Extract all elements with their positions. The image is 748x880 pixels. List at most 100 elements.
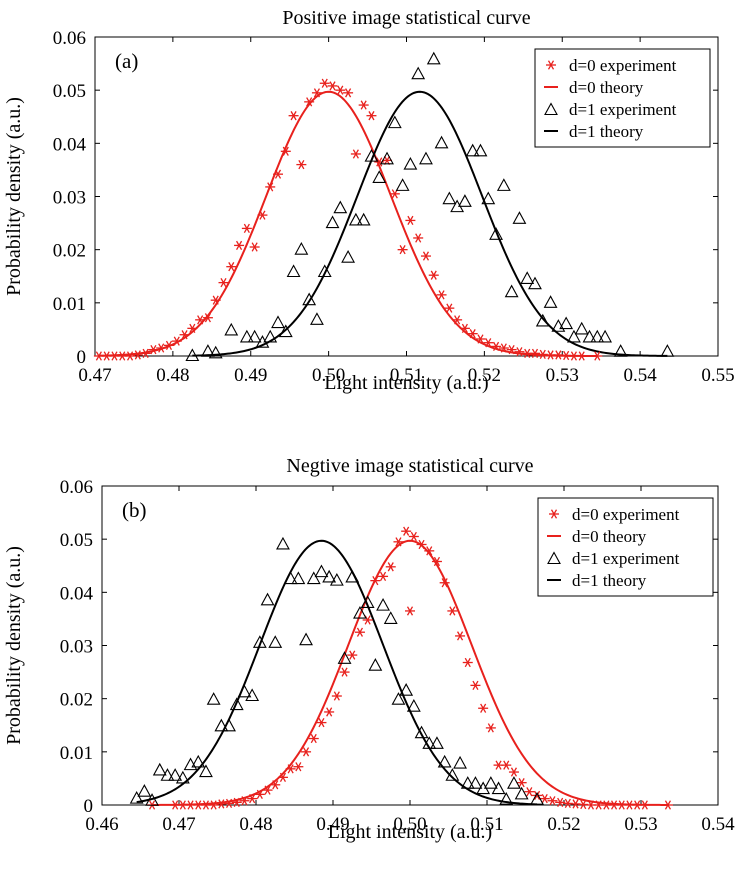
data-point [559, 316, 574, 330]
data-point [499, 792, 514, 805]
data-point [387, 115, 402, 129]
data-point [168, 768, 183, 781]
data-point [399, 683, 414, 696]
data-point [208, 800, 219, 810]
legend-box [537, 497, 714, 597]
data-point [308, 733, 319, 744]
data-point [395, 178, 410, 191]
data-point [353, 605, 367, 619]
data-point [187, 323, 198, 333]
x-tick-label: 0.51 [390, 365, 423, 386]
y-tick-label: 0.01 [53, 294, 86, 315]
data-point [543, 295, 558, 308]
x-tick-label: 0.53 [546, 365, 579, 386]
legend: d=0 experiment d=0 theory d=1 experiment d=… [537, 497, 714, 597]
y-tick-label: 0.03 [60, 637, 93, 658]
data-point [370, 576, 381, 586]
data-point [385, 562, 396, 572]
data-point [276, 536, 290, 550]
data-point [397, 245, 408, 255]
data-point [296, 159, 307, 170]
data-point [265, 182, 276, 192]
data-point [356, 212, 371, 226]
x-tick-label: 0.50 [312, 365, 345, 386]
x-tick-label: 0.47 [162, 814, 195, 835]
data-point [453, 755, 467, 769]
data-point [567, 329, 581, 343]
legend-entry: d=1 theory [572, 571, 647, 590]
data-point [442, 191, 457, 205]
legend-marker [547, 551, 561, 565]
y-tick-label: 0.05 [60, 530, 93, 551]
x-tick-label: 0.55 [701, 365, 734, 386]
data-point [210, 295, 221, 305]
data-point [288, 111, 299, 121]
data-point [237, 684, 252, 698]
y-axis-label: Probability density (a.u.) [3, 97, 25, 296]
chart-panel-a: Positive image statistical curve 0.47 0.48… [3, 7, 735, 394]
data-point [383, 611, 398, 624]
data-point [437, 754, 452, 768]
x-tick-label: 0.48 [156, 365, 189, 386]
data-point [366, 111, 377, 121]
series-d-0-experiment [93, 78, 603, 361]
data-point [331, 691, 342, 701]
data-point [439, 578, 450, 588]
series-d-1-experiment [185, 51, 675, 362]
y-tick-label: 0.06 [60, 477, 93, 498]
data-point [414, 725, 429, 739]
data-point [489, 227, 503, 240]
data-point [206, 692, 221, 705]
data-point [316, 717, 327, 728]
legend-entry: d=1 experiment [572, 549, 680, 568]
data-point [339, 667, 350, 677]
data-point [329, 572, 344, 586]
data-point [639, 800, 650, 810]
data-point [224, 322, 239, 336]
data-point [473, 143, 488, 157]
data-point [506, 344, 517, 355]
data-point [483, 776, 498, 789]
data-point [358, 100, 369, 110]
data-point [478, 703, 489, 713]
data-point [660, 344, 675, 357]
data-point [195, 315, 206, 325]
data-point [247, 329, 262, 343]
data-point [285, 764, 296, 774]
data-point [507, 776, 521, 789]
data-point [137, 784, 152, 797]
y-tick-label: 0.04 [53, 134, 87, 155]
data-point [222, 718, 236, 732]
data-point [406, 698, 421, 712]
data-point [268, 635, 283, 648]
x-axis-label: Light intensity (a.u.) [324, 372, 488, 394]
chart-title: Positive image statistical curve [282, 7, 530, 29]
x-tick-label: 0.50 [393, 814, 426, 835]
data-point [372, 170, 387, 183]
y-tick-label: 0 [77, 347, 87, 368]
data-point [590, 329, 605, 343]
theory-curve-d-1-theory [192, 90, 668, 357]
data-point [306, 571, 321, 585]
data-point [475, 334, 486, 344]
data-point [380, 151, 394, 165]
data-point [347, 650, 358, 660]
data-point [576, 351, 587, 361]
legend-entry: d=0 experiment [569, 56, 677, 75]
data-point [324, 707, 335, 717]
data-point [163, 340, 174, 350]
data-point [592, 351, 603, 361]
data-point [302, 292, 317, 306]
data-point [280, 146, 291, 156]
legend-entry: d=0 theory [572, 527, 647, 546]
data-point [574, 321, 589, 335]
data-point [294, 242, 309, 255]
y-tick-label: 0.02 [60, 690, 93, 711]
data-point [491, 781, 506, 795]
legend-marker [546, 60, 556, 70]
data-point [470, 680, 481, 691]
data-point [535, 313, 550, 327]
data-point [426, 51, 441, 65]
y-tick-label: 0.02 [53, 241, 86, 262]
data-point [467, 329, 478, 339]
